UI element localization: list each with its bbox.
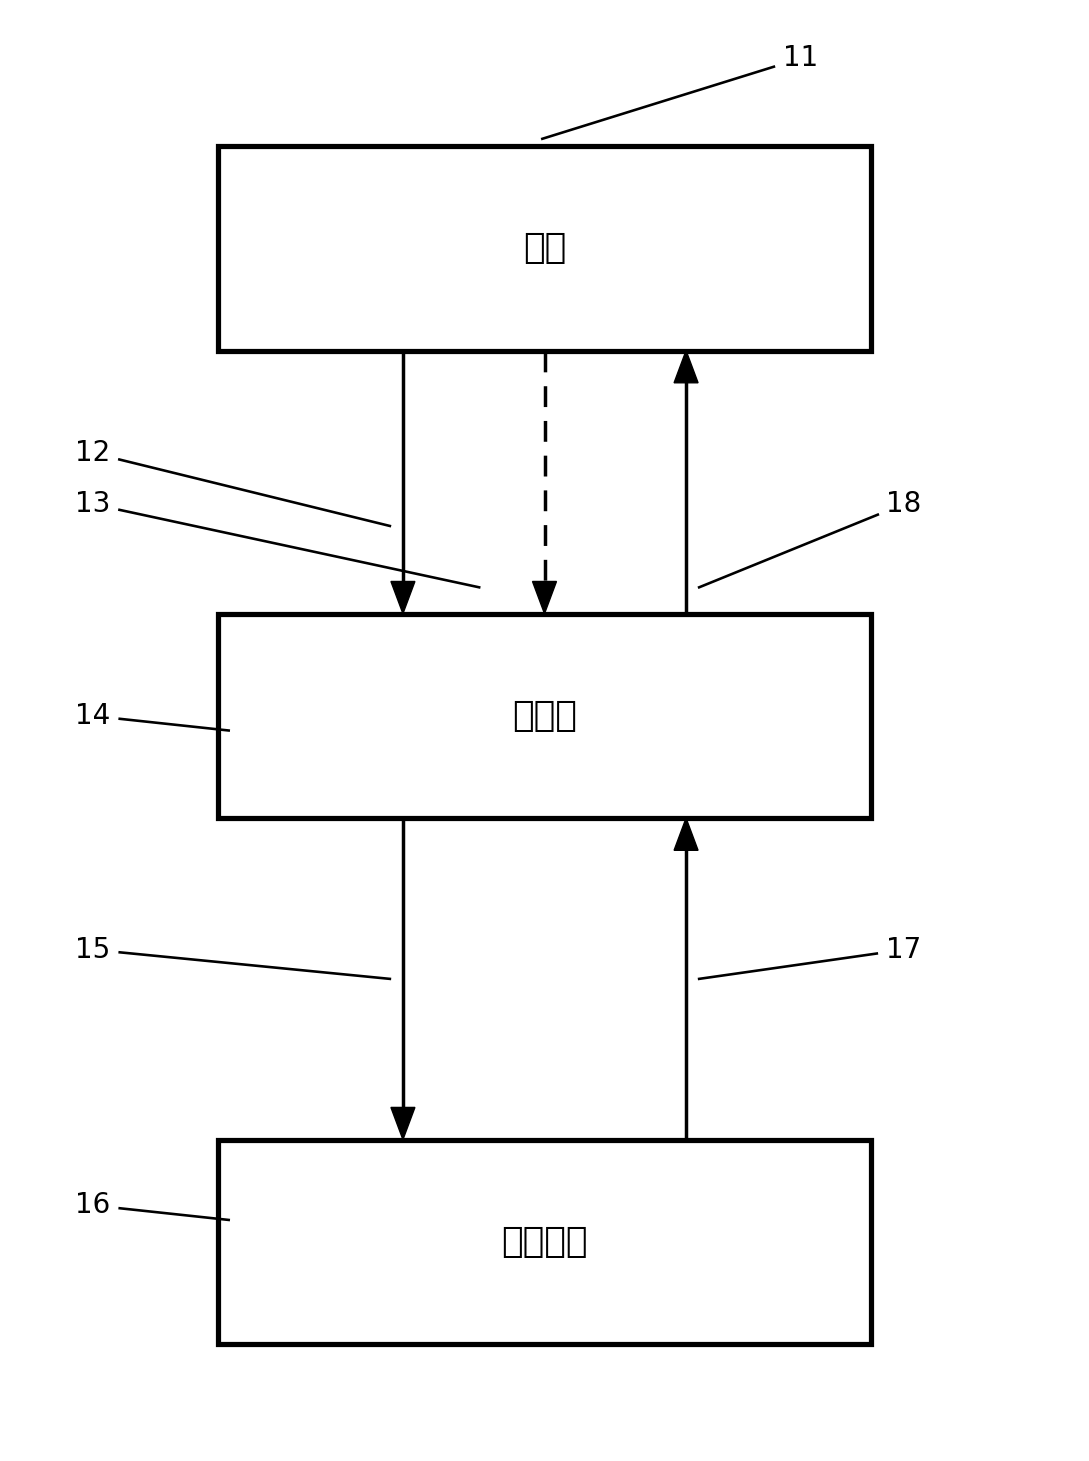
Bar bbox=[218, 614, 871, 818]
Text: 中继器: 中继器 bbox=[512, 698, 577, 733]
Text: 13: 13 bbox=[75, 489, 110, 519]
FancyArrow shape bbox=[391, 1107, 415, 1140]
FancyArrow shape bbox=[674, 818, 698, 850]
Text: 12: 12 bbox=[75, 438, 110, 468]
Bar bbox=[218, 1140, 871, 1344]
Bar bbox=[218, 146, 871, 351]
FancyArrow shape bbox=[674, 351, 698, 383]
Text: 15: 15 bbox=[75, 935, 110, 964]
FancyArrow shape bbox=[533, 581, 556, 614]
Text: 18: 18 bbox=[886, 489, 921, 519]
Text: 11: 11 bbox=[783, 44, 818, 73]
Text: 14: 14 bbox=[75, 701, 110, 730]
FancyArrow shape bbox=[391, 581, 415, 614]
Text: 17: 17 bbox=[886, 935, 921, 964]
Text: 电子标签: 电子标签 bbox=[501, 1224, 588, 1259]
Text: 16: 16 bbox=[75, 1191, 110, 1220]
Text: 主机: 主机 bbox=[523, 231, 566, 266]
